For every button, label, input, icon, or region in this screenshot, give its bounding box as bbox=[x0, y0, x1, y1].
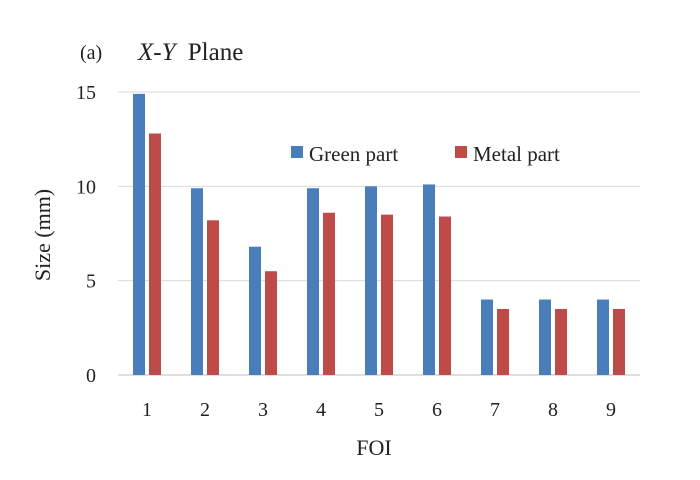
x-tick-label: 9 bbox=[606, 399, 616, 421]
x-tick-label: 2 bbox=[200, 399, 210, 421]
chart-title-italic: X-Y bbox=[137, 39, 179, 66]
x-tick-label: 1 bbox=[142, 399, 152, 421]
legend-label: Metal part bbox=[473, 142, 560, 166]
chart-title: X-Y Plane bbox=[137, 39, 243, 66]
gridlines bbox=[118, 91, 640, 376]
bar-green-part bbox=[307, 188, 319, 375]
bar-metal-part bbox=[439, 216, 451, 375]
bar-green-part bbox=[249, 246, 261, 375]
x-tick-label: 8 bbox=[548, 399, 558, 421]
bar-metal-part bbox=[323, 212, 335, 375]
x-tick-label: 5 bbox=[374, 399, 384, 421]
x-tick-label: 4 bbox=[316, 399, 326, 421]
bar-metal-part bbox=[149, 133, 161, 375]
bar-green-part bbox=[423, 184, 435, 375]
bar-green-part bbox=[481, 299, 493, 375]
bar-metal-part bbox=[207, 220, 219, 375]
bar-metal-part bbox=[265, 271, 277, 375]
bar-green-part bbox=[539, 299, 551, 375]
x-tick-label: 6 bbox=[432, 399, 442, 421]
legend: Green part Metal part bbox=[291, 142, 560, 166]
y-tick-label: 10 bbox=[76, 176, 96, 198]
legend-swatch bbox=[455, 146, 467, 158]
x-tick-label: 3 bbox=[258, 399, 268, 421]
bars bbox=[133, 93, 625, 376]
y-tick-label: 15 bbox=[76, 82, 96, 104]
bar-metal-part bbox=[613, 308, 625, 375]
y-tick-labels: 0 5 10 15 bbox=[76, 82, 96, 387]
x-tick-labels: 1 2 3 4 5 6 7 8 9 bbox=[142, 399, 616, 421]
bar-metal-part bbox=[555, 308, 567, 375]
chart-title-rest: Plane bbox=[188, 39, 244, 66]
y-tick-label: 5 bbox=[86, 271, 96, 293]
x-axis-label: FOI bbox=[356, 435, 391, 460]
panel-label: (a) bbox=[80, 42, 102, 64]
y-tick-label: 0 bbox=[86, 365, 96, 387]
bar-metal-part bbox=[497, 308, 509, 375]
bar-green-part bbox=[133, 93, 145, 376]
bar-green-part bbox=[597, 299, 609, 375]
legend-swatch bbox=[291, 146, 303, 158]
bar-green-part bbox=[191, 188, 203, 375]
x-tick-label: 7 bbox=[490, 399, 500, 421]
legend-label: Green part bbox=[309, 142, 398, 166]
bar-green-part bbox=[365, 186, 377, 375]
bar-metal-part bbox=[381, 214, 393, 375]
y-axis-label: Size (mm) bbox=[30, 189, 55, 281]
